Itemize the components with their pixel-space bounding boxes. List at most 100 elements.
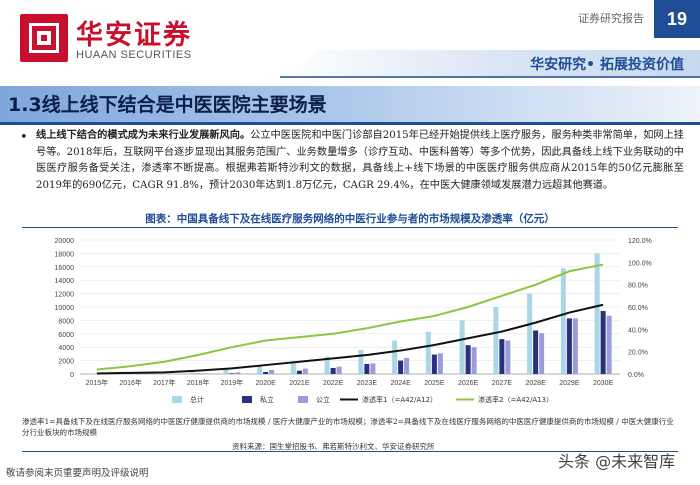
- legend-label: 渗透率2（=A42/A13）: [478, 395, 553, 404]
- paragraph-text: 公立中医医院和中医门诊部自2015年已经开始提供线上医疗服务，服务种类非常简单，…: [36, 130, 684, 191]
- body-paragraph: 线上线下结合的模式成为未来行业发展新风向。公立中医医院和中医门诊部自2015年已…: [36, 127, 684, 194]
- logo-english-name: HUAAN SECURITIES: [76, 49, 192, 61]
- x-tick-label: 2021E: [289, 380, 310, 387]
- legend-swatch: [172, 396, 182, 403]
- y2-tick-label: 80.0%: [628, 283, 648, 290]
- bar-总计: [459, 320, 465, 374]
- bar-公立: [404, 357, 410, 374]
- y-tick-label: 12000: [55, 292, 75, 299]
- x-tick-label: 2028E: [526, 380, 547, 387]
- slogan-band-decoration: [280, 50, 700, 78]
- bar-总计: [493, 307, 499, 374]
- legend-label: 总计: [190, 395, 204, 404]
- y-tick-label: 20000: [55, 238, 75, 245]
- bar-公立: [606, 315, 612, 374]
- bar-私立: [533, 330, 539, 374]
- x-tick-label: 2030E: [593, 380, 614, 387]
- y-tick-label: 14000: [55, 278, 75, 285]
- bar-公立: [201, 373, 207, 374]
- y2-tick-label: 0.0%: [628, 372, 644, 379]
- x-tick-label: 2016年: [119, 378, 142, 387]
- market-size-chart: 0 2000 4000 6000 8000 10000 12000 14000 16000 180…: [22, 230, 678, 410]
- bar-私立: [499, 339, 505, 374]
- x-tick-label: 2025E: [424, 380, 445, 387]
- bar-公立: [471, 347, 477, 374]
- y-tick-label: 2000: [58, 359, 74, 366]
- figure-note: 渗透率1=具备线下及在线医疗服务网络的中医医疗健康提供商的市场规模 / 医疗大健…: [22, 417, 674, 437]
- bar-公立: [336, 366, 342, 374]
- slogan-band: 华安研究• 拓展投资价值: [280, 50, 700, 78]
- y-tick-label: 18000: [55, 251, 75, 258]
- bar-私立: [398, 360, 404, 374]
- bar-私立: [330, 367, 336, 374]
- bar-私立: [229, 373, 235, 374]
- line-渗透率1（=A42/A12）: [96, 303, 604, 375]
- bar-总计: [290, 361, 296, 374]
- x-tick-label: 2027E: [492, 380, 513, 387]
- bar-公立: [505, 340, 511, 374]
- bar-私立: [465, 345, 471, 374]
- paragraph-lead: 线上线下结合的模式成为未来行业发展新风向。: [36, 129, 251, 141]
- x-tick-label: 2029E: [559, 380, 580, 387]
- x-tick-label: 2020E: [256, 380, 277, 387]
- bar-私立: [600, 311, 606, 374]
- y2-tick-label: 40.0%: [628, 327, 648, 334]
- logo-chinese-name: 华安证券: [76, 20, 192, 51]
- title-divider: [0, 122, 700, 125]
- y-tick-label: 10000: [55, 305, 75, 312]
- legend-swatch: [242, 396, 252, 403]
- y-tick-label: 8000: [58, 318, 74, 325]
- section-title-bar: 1.3线上线下结合是中医医院主要场景: [0, 86, 700, 122]
- figure-title-divider: [22, 227, 678, 228]
- y-tick-label: 16000: [55, 265, 75, 272]
- x-tick-label: 2022E: [323, 380, 344, 387]
- bullet-icon: •: [20, 130, 28, 145]
- bar-总计: [527, 293, 533, 374]
- figure-title: 图表：中国具备线下及在线医疗服务网络的中医行业参与者的市场规模及渗透率（亿元）: [145, 213, 555, 225]
- x-tick-label: 2026E: [458, 380, 479, 387]
- bar-总计: [392, 340, 398, 374]
- y-tick-label: 4000: [58, 345, 74, 352]
- bar-总计: [223, 369, 229, 374]
- bar-公立: [539, 333, 545, 374]
- y2-tick-label: 20.0%: [628, 350, 648, 357]
- y2-tick-label: 60.0%: [628, 305, 648, 312]
- bar-总计: [358, 349, 364, 374]
- x-tick-label: 2024E: [391, 380, 412, 387]
- legend-label: 私立: [260, 395, 274, 404]
- legend-label: 渗透率1（=A42/A12）: [362, 395, 437, 404]
- company-logo-icon: [20, 14, 68, 62]
- bar-公立: [437, 353, 443, 374]
- bar-公立: [572, 318, 578, 374]
- watermark: 头条 @未来智库: [558, 452, 676, 471]
- bar-私立: [263, 371, 269, 374]
- bar-公立: [302, 368, 308, 374]
- line-渗透率2（=A42/A13）: [96, 263, 604, 371]
- x-tick-label: 2018年: [187, 378, 210, 387]
- bar-公立: [269, 369, 275, 374]
- chart-canvas: 0 2000 4000 6000 8000 10000 12000 14000 16000 180…: [55, 238, 652, 404]
- bar-总计: [560, 268, 566, 374]
- y2-tick-label: 120.0%: [628, 238, 652, 245]
- bar-总计: [189, 371, 195, 374]
- bar-总计: [425, 331, 431, 374]
- bar-公立: [370, 363, 376, 374]
- bar-私立: [431, 354, 437, 374]
- x-tick-label: 2019年: [221, 378, 244, 387]
- bar-总计: [324, 356, 330, 374]
- page-header: 华安证券 HUAAN SECURITIES 证券研究报告 19 华安研究• 拓展…: [0, 0, 700, 80]
- y-tick-label: 6000: [58, 332, 74, 339]
- slogan: 华安研究• 拓展投资价值: [530, 57, 684, 73]
- bar-公立: [235, 372, 241, 374]
- y-tick-label: 0: [70, 372, 74, 379]
- x-tick-label: 2023E: [357, 380, 378, 387]
- bar-私立: [296, 370, 302, 374]
- section-title: 1.3线上线下结合是中医医院主要场景: [8, 94, 327, 116]
- bar-总计: [257, 365, 263, 374]
- legend-swatch: [298, 396, 308, 403]
- report-type-label: 证券研究报告: [578, 13, 644, 25]
- bar-私立: [364, 363, 370, 374]
- bar-私立: [566, 318, 572, 374]
- source-divider: [22, 451, 678, 452]
- x-tick-label: 2017年: [153, 378, 176, 387]
